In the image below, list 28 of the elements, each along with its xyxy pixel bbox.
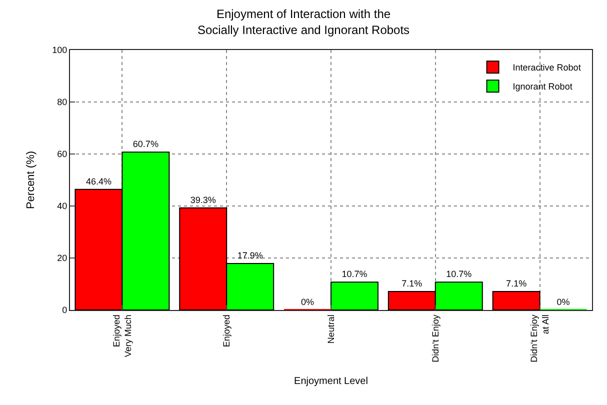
y-tick-label: 40 (57, 201, 68, 212)
y-tick-label: 20 (57, 253, 68, 264)
y-tick-label: 80 (57, 97, 68, 108)
y-axis-title: Percent (%) (24, 150, 37, 210)
x-axis-title: Enjoyment Level (294, 376, 368, 387)
data-label: 7.1% (506, 278, 527, 289)
x-tick-label: Didn't Enjoy at All (528, 314, 551, 362)
data-label: 0% (556, 297, 570, 307)
legend-label: Ignorant Robot (512, 82, 573, 92)
data-label: 10.7% (342, 269, 368, 280)
y-tick-label: 100 (52, 45, 68, 56)
x-tick-label: Neutral (326, 314, 336, 344)
data-label: 46.4% (86, 176, 112, 186)
data-label: 17.9% (237, 250, 263, 260)
chart-title: Enjoyment of Interaction with the Socially Interactive and Ignorant Robots (197, 7, 410, 37)
data-label: 10.7% (446, 269, 472, 280)
bar (330, 282, 378, 310)
data-label: 0% (301, 297, 314, 307)
x-tick-label: Enjoyed (222, 314, 232, 348)
data-label: 39.3% (190, 194, 216, 205)
y-tick-label: 0 (62, 305, 68, 316)
x-tick-label: Didn't Enjoy (430, 314, 440, 362)
y-tick-label: 60 (57, 149, 68, 160)
data-label: 7.1% (402, 278, 422, 289)
x-tick-label: Enjoyed Very Much (111, 314, 133, 358)
legend-label: Interactive Robot (512, 62, 582, 73)
bar (492, 291, 540, 310)
data-label: 60.7% (132, 139, 158, 150)
